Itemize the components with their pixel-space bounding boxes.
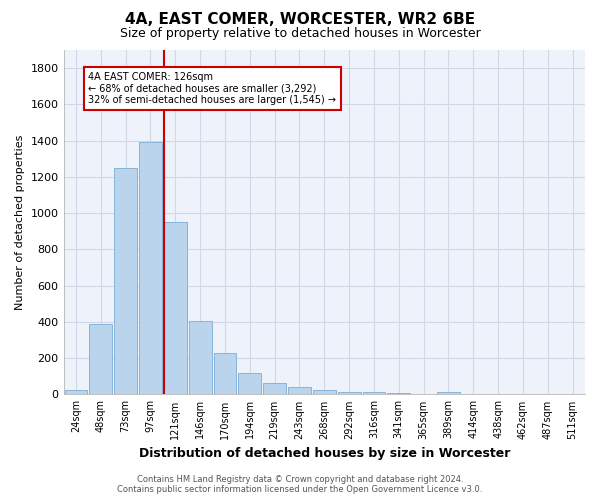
Bar [313, 390, 335, 394]
Bar [288, 387, 311, 394]
Bar [263, 382, 286, 394]
Bar [164, 222, 187, 394]
Bar [188, 321, 212, 394]
Bar [362, 392, 385, 394]
Text: 4A EAST COMER: 126sqm
← 68% of detached houses are smaller (3,292)
32% of semi-d: 4A EAST COMER: 126sqm ← 68% of detached … [88, 72, 337, 105]
Text: Size of property relative to detached houses in Worcester: Size of property relative to detached ho… [119, 28, 481, 40]
Bar [238, 372, 261, 394]
Bar [114, 168, 137, 394]
Bar [388, 393, 410, 394]
Text: 4A, EAST COMER, WORCESTER, WR2 6BE: 4A, EAST COMER, WORCESTER, WR2 6BE [125, 12, 475, 28]
Y-axis label: Number of detached properties: Number of detached properties [15, 134, 25, 310]
Bar [139, 142, 162, 394]
Text: Contains HM Land Registry data © Crown copyright and database right 2024.
Contai: Contains HM Land Registry data © Crown c… [118, 474, 482, 494]
Bar [338, 392, 361, 394]
Bar [89, 324, 112, 394]
Bar [437, 392, 460, 394]
Bar [65, 390, 88, 394]
Bar [214, 352, 236, 395]
X-axis label: Distribution of detached houses by size in Worcester: Distribution of detached houses by size … [139, 447, 510, 460]
